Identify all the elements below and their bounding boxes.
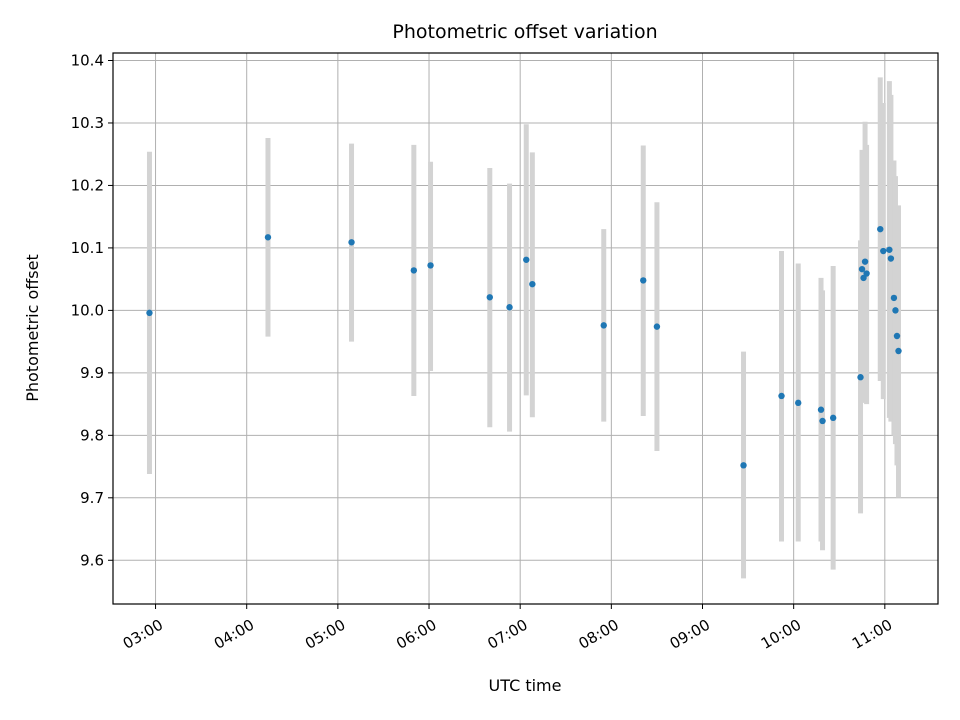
data-point xyxy=(817,406,825,413)
x-tick-label: 07:00 xyxy=(484,616,530,653)
data-point xyxy=(893,332,901,340)
x-tick-label: 04:00 xyxy=(211,616,257,653)
data-point xyxy=(819,417,826,425)
y-tick-label: 9.8 xyxy=(80,426,104,444)
data-point xyxy=(887,255,895,262)
data-point xyxy=(506,304,513,311)
data-point xyxy=(890,294,898,302)
data-point xyxy=(348,239,355,246)
data-point xyxy=(861,258,869,265)
y-tick-label: 10.3 xyxy=(71,114,104,132)
data-point xyxy=(886,246,893,253)
x-tick-label: 05:00 xyxy=(302,616,348,653)
y-tick-label: 10.1 xyxy=(71,239,104,257)
data-points xyxy=(146,225,902,469)
data-point xyxy=(863,270,870,277)
error-bars xyxy=(146,77,901,579)
y-tick-label: 10.0 xyxy=(71,301,104,319)
y-tick-label: 10.4 xyxy=(71,51,104,69)
data-point xyxy=(640,277,647,284)
chart-title: Photometric offset variation xyxy=(392,21,657,43)
data-point xyxy=(877,225,884,233)
x-axis-ticks: 03:00 04:00 05:00 06:00 07:00 08:00 09:00 10:00… xyxy=(120,604,895,653)
x-tick-label: 03:00 xyxy=(120,616,166,653)
y-axis-ticks: 9.6 9.7 9.8 9.9 10.0 10.1 10.2 10.3 10.4 xyxy=(71,51,113,569)
x-tick-label: 09:00 xyxy=(667,616,713,653)
data-point xyxy=(880,247,887,255)
data-point xyxy=(523,256,530,263)
data-point xyxy=(858,265,866,273)
data-point xyxy=(857,374,864,381)
x-tick-label: 06:00 xyxy=(393,616,439,653)
y-tick-label: 9.9 xyxy=(80,364,104,382)
data-point xyxy=(264,234,272,241)
y-tick-label: 10.2 xyxy=(71,176,104,194)
data-point xyxy=(829,414,837,422)
x-axis-label: UTC time xyxy=(489,676,562,695)
data-point xyxy=(486,294,493,301)
data-point xyxy=(427,262,434,269)
data-point xyxy=(895,347,902,355)
data-point xyxy=(795,399,802,407)
data-point xyxy=(529,280,536,288)
data-point xyxy=(778,392,785,400)
data-point xyxy=(740,462,747,469)
y-axis-label: Photometric offset xyxy=(23,254,42,402)
data-point xyxy=(653,323,661,330)
data-point xyxy=(600,322,607,329)
x-tick-label: 10:00 xyxy=(758,616,804,653)
data-point xyxy=(892,307,899,314)
y-tick-label: 9.7 xyxy=(80,489,104,507)
y-tick-label: 9.6 xyxy=(80,551,104,569)
plot-frame xyxy=(112,52,939,605)
x-tick-label: 08:00 xyxy=(576,616,622,653)
data-point xyxy=(410,267,418,274)
x-tick-label: 11:00 xyxy=(849,616,895,653)
data-point xyxy=(146,309,153,317)
